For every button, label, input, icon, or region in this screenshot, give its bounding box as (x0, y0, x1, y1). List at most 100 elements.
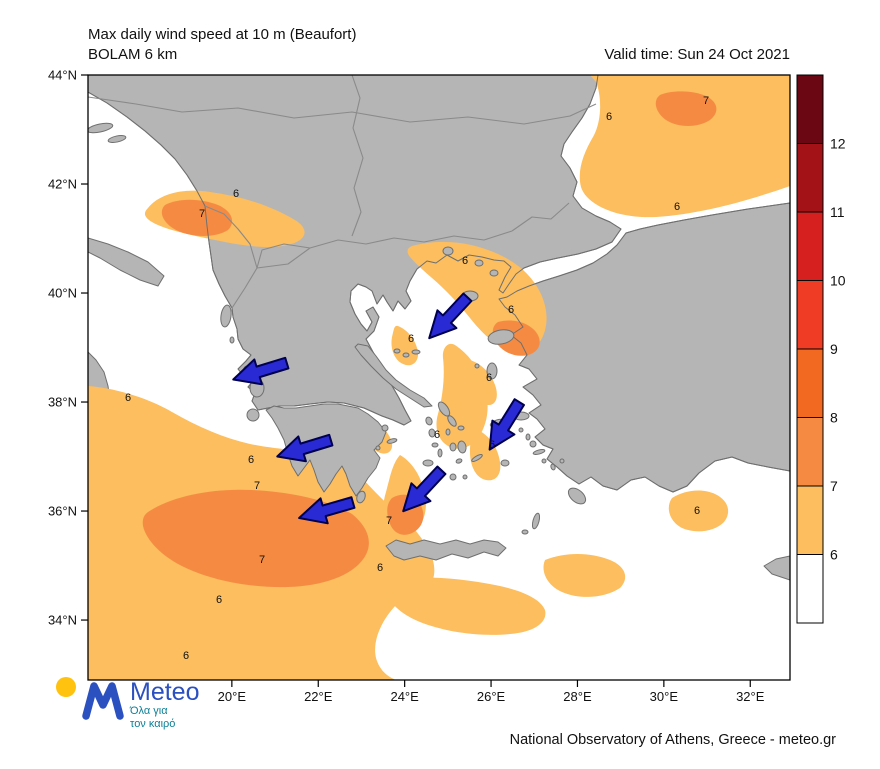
wind-speed-label: 6 (674, 201, 680, 213)
colorbar-segment (796, 417, 824, 487)
island (449, 442, 457, 452)
colorbar-tick-label: 7 (830, 478, 838, 494)
island (471, 454, 483, 462)
wind-area-6-7 (470, 430, 501, 481)
plot-frame (87, 74, 791, 681)
wind-speed-label: 6 (216, 594, 222, 606)
wind-arrow (276, 433, 334, 463)
wind-speed-label: 7 (254, 480, 260, 492)
logo-tagline-line1: Όλα για (129, 705, 168, 717)
islands-group (220, 246, 790, 581)
island (550, 463, 556, 471)
island (356, 490, 366, 504)
credit-text: National Observatory of Athens, Greece -… (510, 732, 837, 748)
island (422, 459, 434, 467)
island (393, 348, 401, 354)
wind-area-6-7 (467, 359, 497, 406)
x-tick-label: 28°E (563, 689, 592, 704)
colorbar-segment (796, 211, 824, 281)
map-title: Max daily wind speed at 10 m (Beaufort) (88, 26, 356, 43)
wind-arrow (402, 465, 447, 513)
wind-area-7-8 (655, 91, 717, 126)
island (375, 445, 381, 451)
wind-speed-label: 6 (606, 111, 612, 123)
x-tick-label: 20°E (218, 689, 247, 704)
wind-speed-label: 6 (248, 454, 254, 466)
island (220, 304, 232, 328)
y-tick-label: 42°N (48, 177, 77, 192)
land-italy-puglia (88, 237, 165, 287)
x-tick-label: 30°E (650, 689, 679, 704)
island (486, 362, 498, 380)
island (531, 512, 541, 530)
wind-labels-group: 7 6 6 6 7 6 6 7 7 6 6 6 6 6 6 6 6 6 7 6 (125, 95, 709, 662)
wind-speed-label: 6 (408, 333, 414, 345)
wind-speed-label: 6 (462, 255, 468, 267)
colorbar-tick-label: 9 (830, 341, 838, 357)
island (437, 448, 443, 458)
colorbar-segment (796, 554, 824, 624)
island (381, 424, 389, 432)
plot-area: 7 6 6 6 7 6 6 7 7 6 6 6 6 6 6 6 6 6 7 6 (88, 75, 790, 680)
wind-area-6-7 (387, 577, 546, 635)
wind-area-7-8 (161, 199, 233, 236)
wind-area-6-7 (579, 75, 790, 218)
wind-arrow (232, 356, 290, 386)
island (411, 349, 421, 355)
island (386, 438, 398, 444)
colorbar-tick-label: 11 (830, 204, 845, 220)
x-tick-label: 22°E (304, 689, 333, 704)
island (425, 416, 433, 426)
colorbar-segment (796, 280, 824, 350)
island (487, 329, 515, 345)
coastline-overlay (88, 75, 790, 493)
logo-name: Meteo (130, 678, 199, 706)
coastline (88, 75, 622, 426)
y-tick-label: 44°N (48, 68, 77, 83)
island (428, 428, 436, 438)
colorbar-segment (796, 348, 824, 418)
colorbar: 12 11 10 9 8 7 6 (796, 74, 846, 624)
island (474, 363, 480, 369)
island (529, 440, 537, 448)
island (442, 246, 454, 256)
island (525, 433, 531, 441)
island (431, 442, 439, 448)
x-tick-label: 26°E (477, 689, 506, 704)
island (447, 415, 457, 427)
logo-tagline-line2: τον καιρό (130, 718, 175, 730)
wind-speed-label: 7 (703, 95, 709, 107)
island (457, 425, 465, 431)
logo-sun-dot-icon (56, 677, 76, 697)
island (500, 459, 510, 467)
wind-arrow (298, 496, 356, 525)
island (521, 529, 529, 535)
colorbar-tick-label: 12 (830, 136, 846, 152)
island (88, 122, 114, 134)
island (449, 473, 457, 481)
y-tick-label: 40°N (48, 286, 77, 301)
island-cyprus (763, 555, 790, 581)
island (559, 458, 565, 464)
island-euboea (354, 343, 433, 408)
wind-speed-label: 6 (508, 304, 514, 316)
y-tick-label: 36°N (48, 504, 77, 519)
meteo-logo: Meteo Όλα για τον καιρό (56, 677, 199, 730)
island (457, 440, 467, 454)
island (489, 269, 499, 277)
coastline (498, 202, 790, 493)
wind-arrows-group (232, 292, 525, 525)
wind-speed-label: 6 (486, 372, 492, 384)
island (229, 336, 235, 344)
wind-area-6-7 (668, 490, 729, 532)
x-tick-label: 24°E (390, 689, 419, 704)
island (246, 408, 260, 422)
island-crete (385, 539, 507, 561)
island (532, 449, 546, 455)
colorbar-tick-label: 6 (830, 547, 838, 563)
wind-speed-label: 6 (183, 650, 189, 662)
y-tick-label: 34°N (48, 613, 77, 628)
wind-speed-label: 6 (233, 188, 239, 200)
